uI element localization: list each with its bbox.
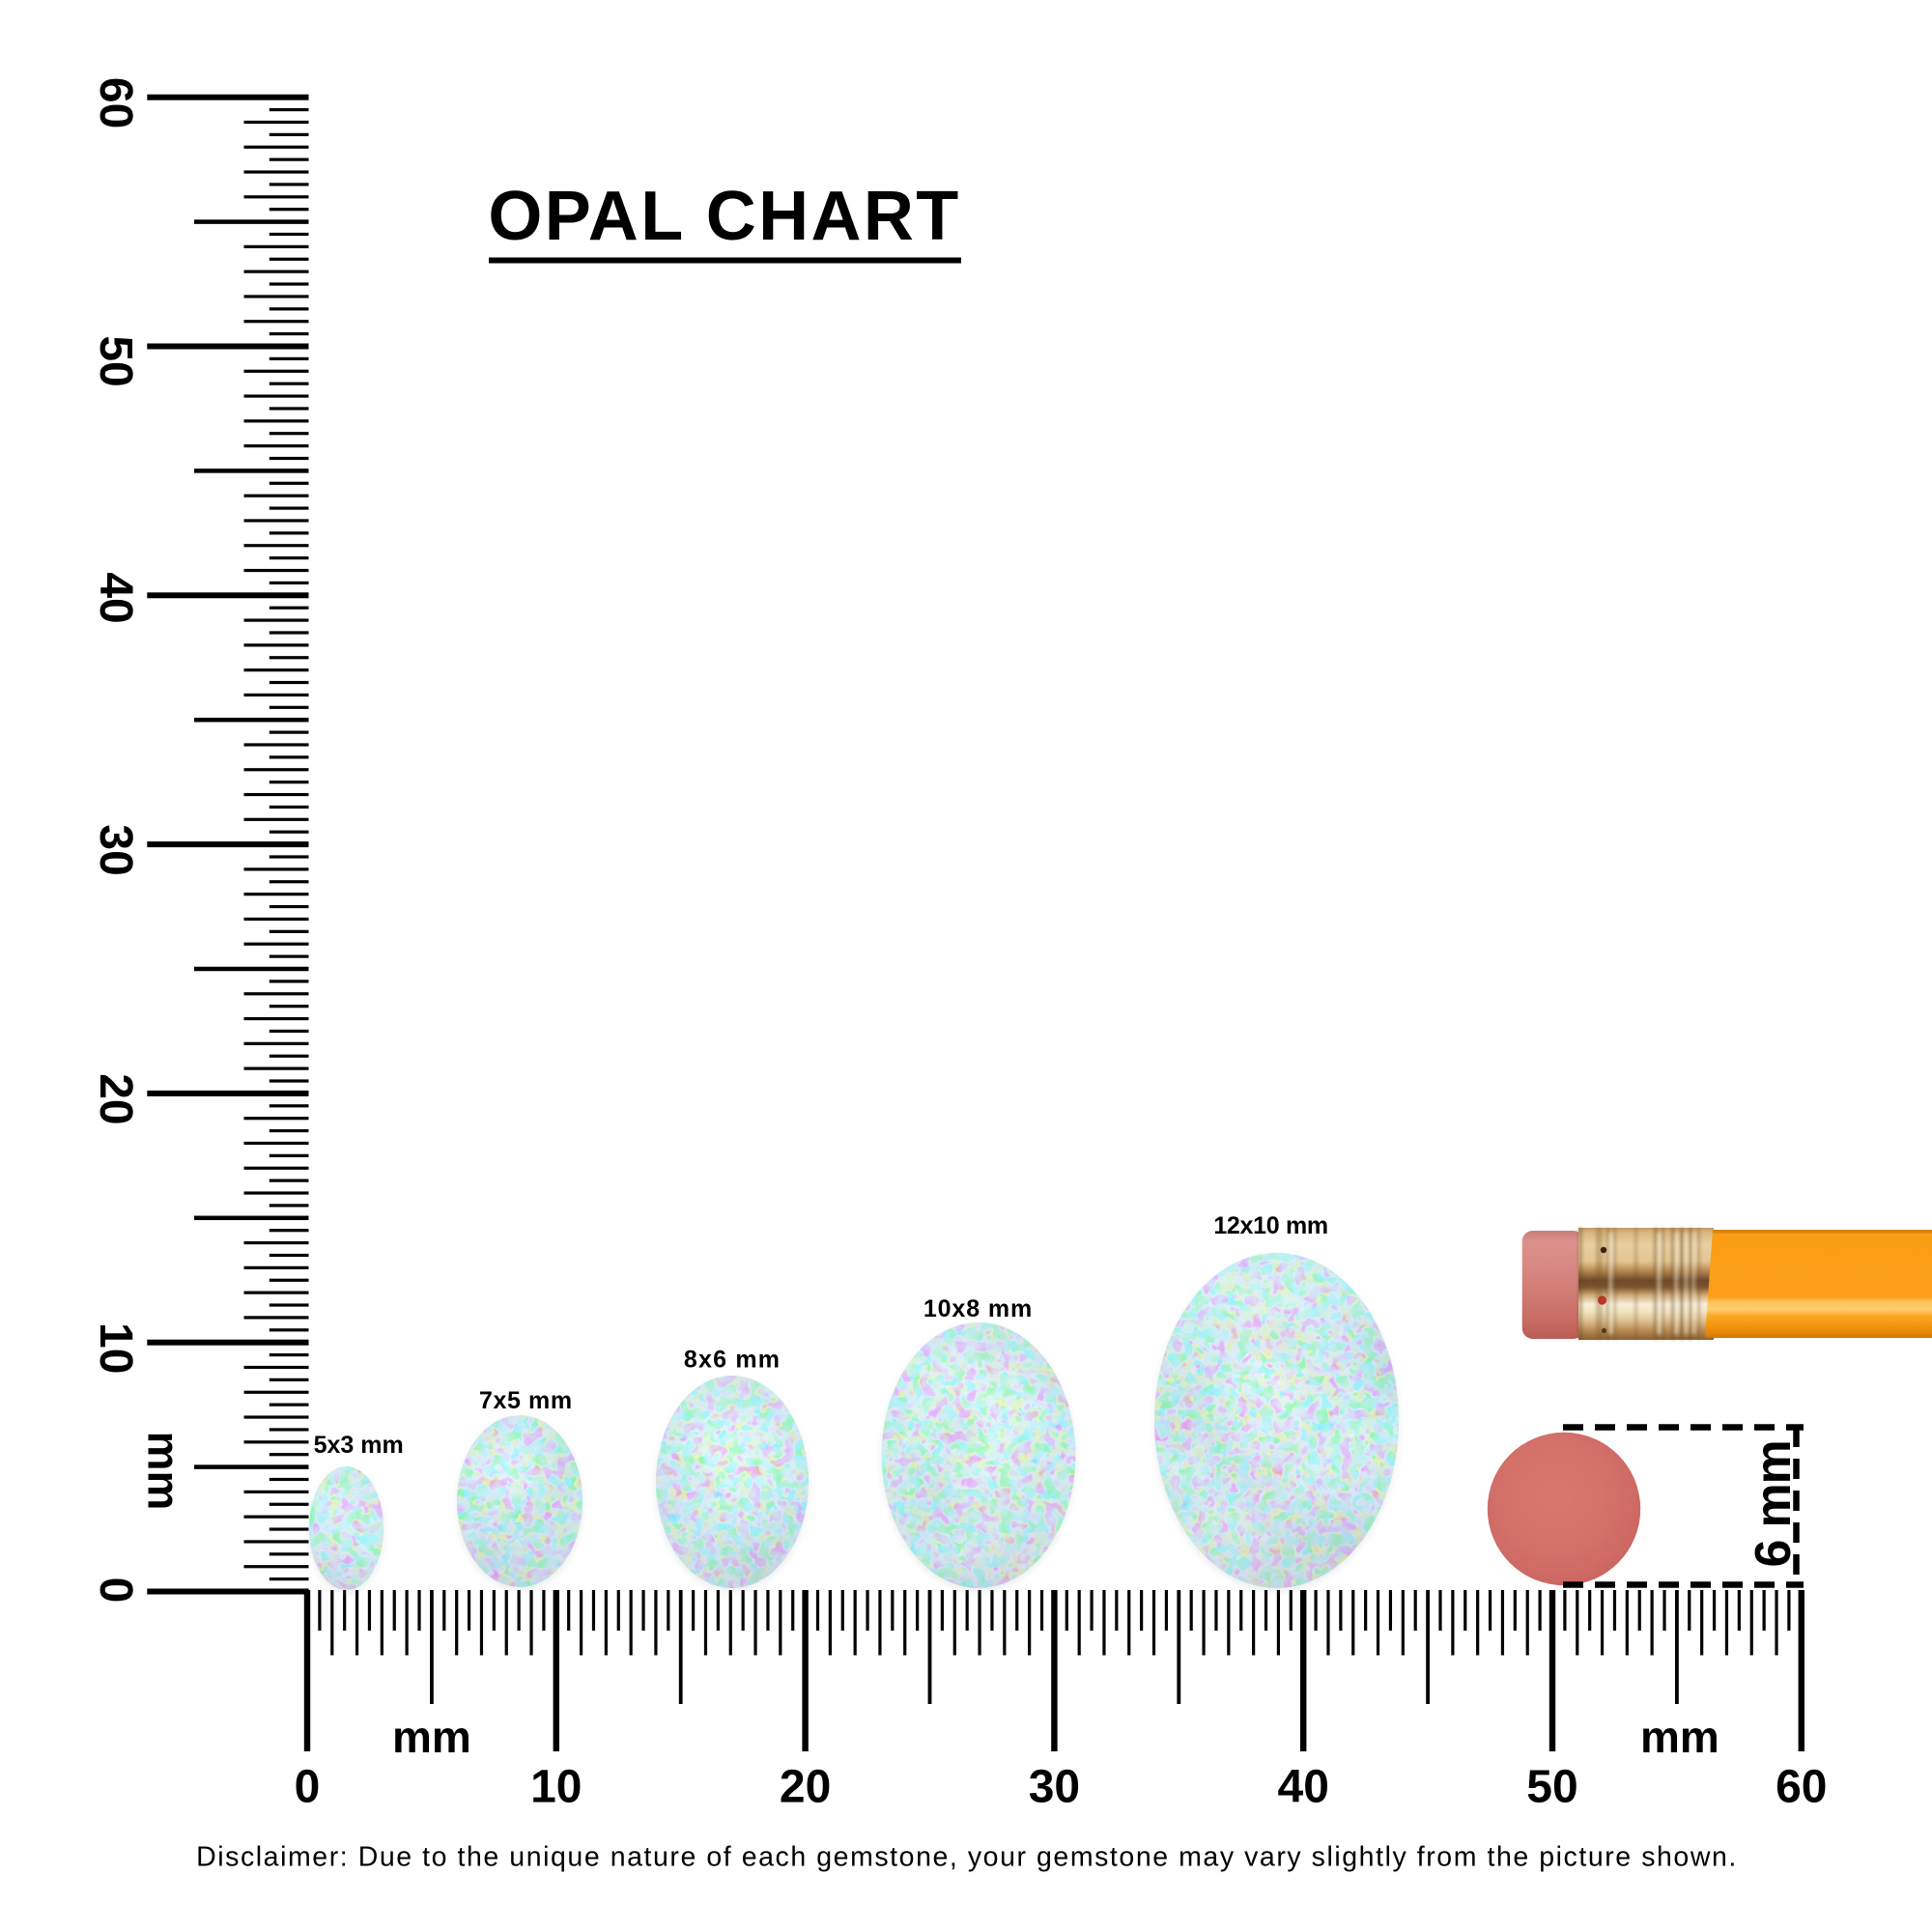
svg-text:20: 20: [90, 1073, 141, 1124]
svg-text:OPAL CHART: OPAL CHART: [488, 178, 960, 255]
svg-text:10x8 mm: 10x8 mm: [923, 1295, 1033, 1322]
svg-text:12x10 mm: 12x10 mm: [1213, 1212, 1328, 1239]
svg-text:mm: mm: [139, 1432, 189, 1511]
svg-text:6 mm: 6 mm: [1746, 1440, 1802, 1567]
svg-text:0: 0: [90, 1577, 141, 1604]
svg-text:50: 50: [90, 335, 141, 386]
svg-text:mm: mm: [392, 1712, 471, 1762]
svg-text:40: 40: [1278, 1762, 1329, 1813]
svg-text:60: 60: [1776, 1762, 1827, 1813]
svg-text:30: 30: [90, 824, 141, 875]
svg-text:10: 10: [530, 1762, 582, 1813]
svg-text:8x6 mm: 8x6 mm: [684, 1347, 781, 1374]
svg-text:Disclaimer: Due to the unique: Disclaimer: Due to the unique nature of …: [196, 1842, 1738, 1873]
svg-text:7x5 mm: 7x5 mm: [479, 1387, 573, 1414]
svg-text:30: 30: [1029, 1762, 1080, 1813]
svg-text:20: 20: [780, 1762, 831, 1813]
svg-text:5x3 mm: 5x3 mm: [314, 1432, 404, 1459]
svg-text:0: 0: [295, 1762, 321, 1813]
svg-text:10: 10: [90, 1322, 141, 1374]
svg-text:50: 50: [1526, 1762, 1577, 1813]
svg-text:mm: mm: [1640, 1712, 1719, 1762]
svg-text:40: 40: [90, 572, 141, 623]
svg-text:60: 60: [90, 77, 141, 128]
